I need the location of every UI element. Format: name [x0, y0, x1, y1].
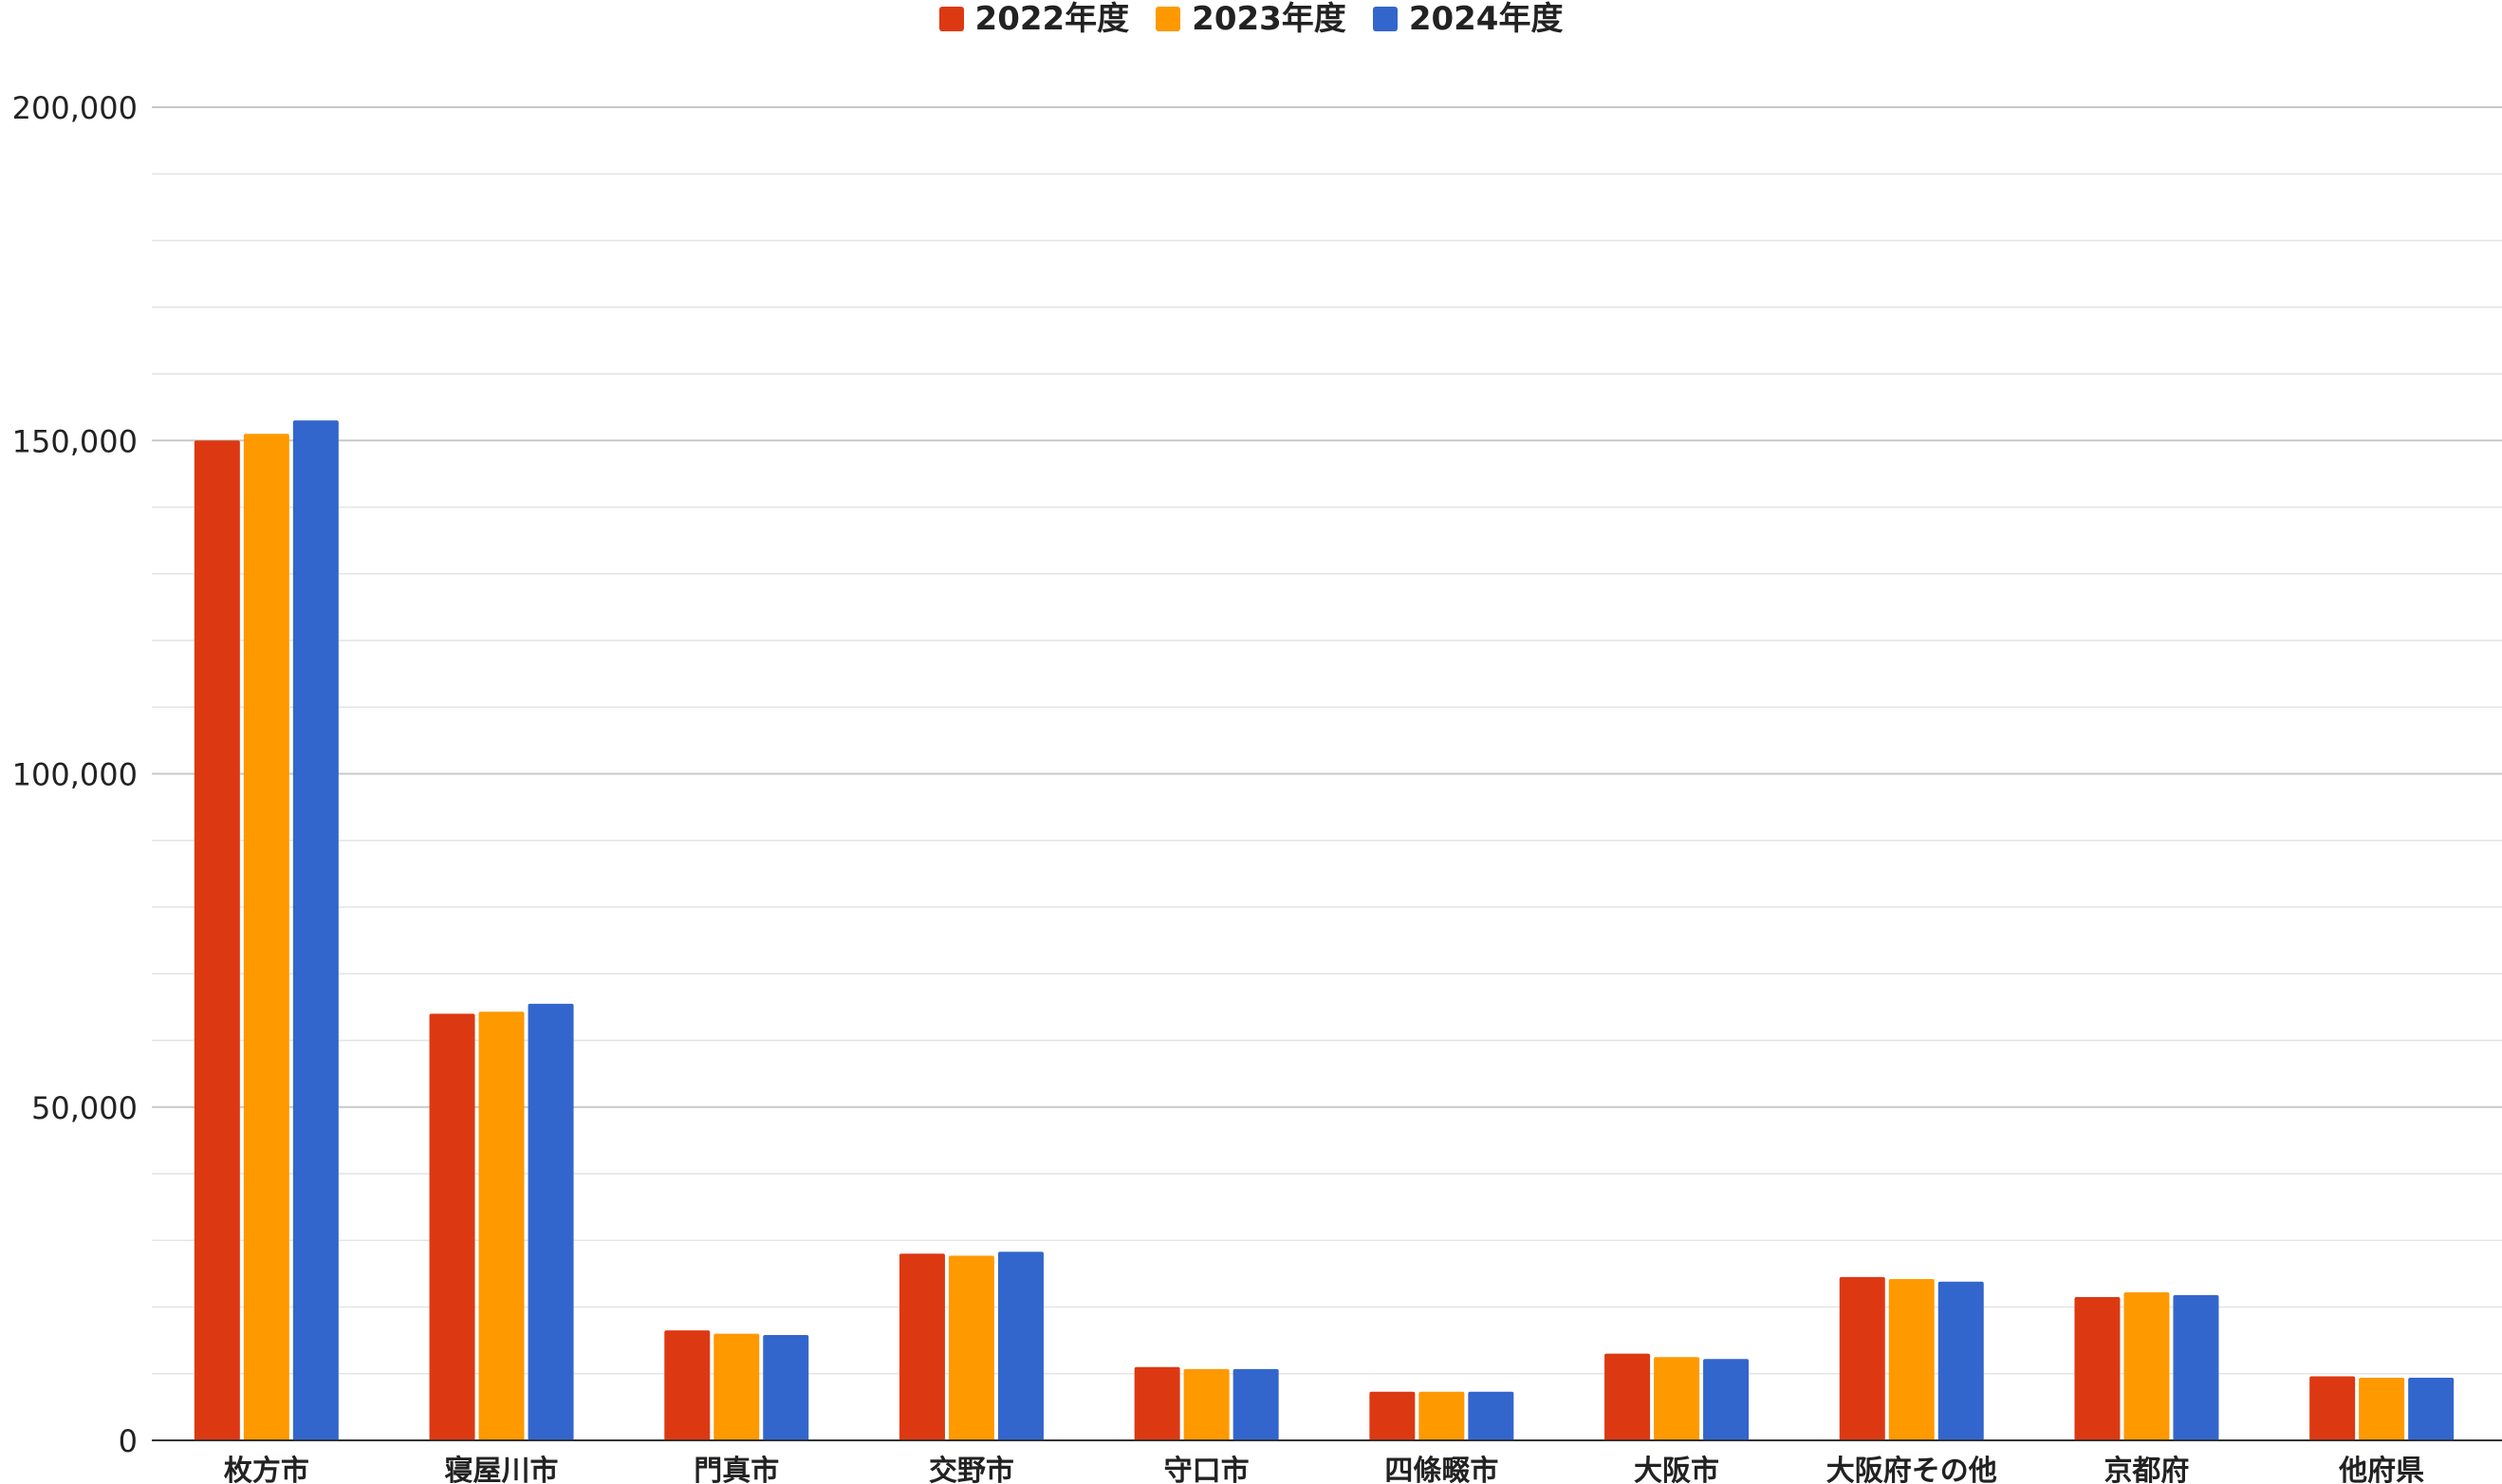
chart-legend: 2022年度 2023年度 2024年度 [0, 0, 2502, 38]
bar-2024年度-枚方市 [292, 420, 339, 1440]
bar-2022年度-枚方市 [194, 440, 240, 1440]
bars [194, 420, 2455, 1441]
legend-swatch-2023 [1156, 7, 1181, 31]
bar-2023年度-守口市 [1183, 1368, 1230, 1440]
bar-2024年度-守口市 [1232, 1368, 1279, 1440]
y-tick-label: 150,000 [12, 423, 138, 459]
bar-2022年度-交野市 [899, 1253, 945, 1440]
bar-2022年度-寝屋川市 [429, 1013, 475, 1440]
x-tick-label: 大阪市 [1634, 1455, 1719, 1484]
x-tick-label: 大阪府その他 [1826, 1455, 1997, 1484]
y-tick-label: 50,000 [31, 1090, 138, 1126]
x-tick-label: 守口市 [1164, 1455, 1250, 1484]
bar-2024年度-四條畷市 [1468, 1391, 1514, 1440]
legend-swatch-2022 [938, 7, 964, 31]
x-tick-label: 寝屋川市 [445, 1455, 559, 1484]
legend-item-2024: 2024年度 [1372, 0, 1564, 38]
bar-2023年度-大阪府その他 [1888, 1278, 1935, 1440]
bar-2022年度-大阪市 [1604, 1353, 1651, 1440]
x-tick-label: 四條畷市 [1384, 1455, 1498, 1484]
bar-2023年度-枚方市 [243, 434, 289, 1441]
legend-label-2022: 2022年度 [974, 0, 1130, 38]
bar-2024年度-大阪府その他 [1937, 1281, 1984, 1440]
bar-2023年度-京都府 [2123, 1292, 2170, 1440]
bar-2024年度-交野市 [997, 1252, 1044, 1440]
bar-2022年度-京都府 [2074, 1296, 2121, 1440]
x-axis: 枚方市 寝屋川市 門真市 交野市 守口市 四條畷市 大阪市 大阪府その他 京都府 他府県 [152, 1439, 2502, 1484]
legend-label-2024: 2024年度 [1408, 0, 1564, 38]
x-tick-label: 交野市 [929, 1455, 1014, 1484]
bar-2022年度-守口市 [1134, 1366, 1180, 1440]
bar-2024年度-他府県 [2408, 1377, 2455, 1440]
y-tick-label: 100,000 [12, 757, 138, 793]
bar-2024年度-門真市 [763, 1335, 809, 1440]
gridlines [152, 106, 2502, 1375]
bar-2023年度-門真市 [714, 1333, 760, 1440]
bar-2023年度-寝屋川市 [478, 1011, 525, 1440]
y-axis: 0 50,000 100,000 150,000 200,000 [12, 90, 138, 1459]
x-tick-label: 門真市 [694, 1455, 779, 1484]
bar-2023年度-大阪市 [1654, 1357, 1700, 1440]
x-tick-label: 京都府 [2104, 1455, 2189, 1484]
bar-2022年度-他府県 [2309, 1376, 2356, 1440]
bar-2023年度-四條畷市 [1418, 1391, 1465, 1440]
bar-2024年度-寝屋川市 [528, 1003, 574, 1440]
bar-2022年度-大阪府その他 [1839, 1276, 1885, 1440]
bar-2022年度-門真市 [664, 1330, 711, 1440]
bar-2023年度-他府県 [2359, 1377, 2405, 1440]
y-tick-label: 0 [119, 1423, 138, 1459]
x-tick-label: 枚方市 [224, 1455, 309, 1484]
bar-2022年度-四條畷市 [1369, 1391, 1416, 1440]
legend-item-2023: 2023年度 [1156, 0, 1346, 38]
legend-swatch-2024 [1372, 7, 1398, 31]
bar-2024年度-京都府 [2173, 1294, 2219, 1440]
bar-2023年度-交野市 [948, 1255, 994, 1440]
y-tick-label: 200,000 [12, 90, 138, 126]
x-tick-label: 他府県 [2338, 1455, 2424, 1484]
legend-label-2023: 2023年度 [1192, 0, 1346, 38]
legend-item-2022: 2022年度 [938, 0, 1130, 38]
bar-2024年度-大阪市 [1703, 1359, 1750, 1440]
